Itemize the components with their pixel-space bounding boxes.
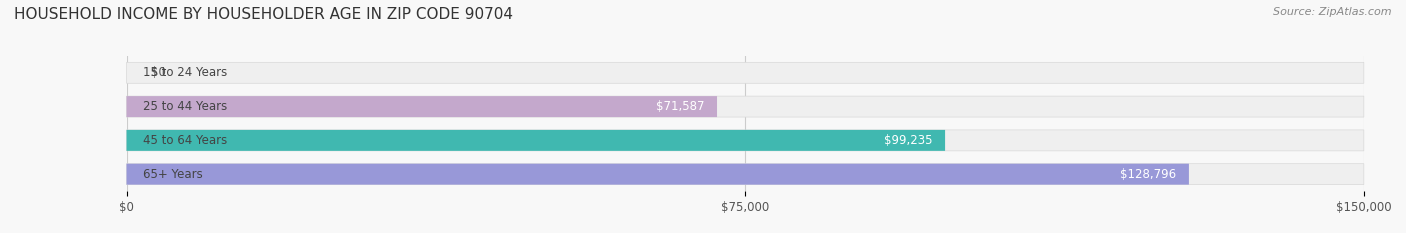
Text: Source: ZipAtlas.com: Source: ZipAtlas.com — [1274, 7, 1392, 17]
Text: 15 to 24 Years: 15 to 24 Years — [143, 66, 228, 79]
FancyBboxPatch shape — [127, 130, 945, 151]
Text: $99,235: $99,235 — [884, 134, 932, 147]
FancyBboxPatch shape — [127, 96, 1364, 117]
Text: $0: $0 — [152, 66, 166, 79]
Text: HOUSEHOLD INCOME BY HOUSEHOLDER AGE IN ZIP CODE 90704: HOUSEHOLD INCOME BY HOUSEHOLDER AGE IN Z… — [14, 7, 513, 22]
Text: $71,587: $71,587 — [657, 100, 704, 113]
FancyBboxPatch shape — [127, 96, 717, 117]
Text: 65+ Years: 65+ Years — [143, 168, 202, 181]
Text: 25 to 44 Years: 25 to 44 Years — [143, 100, 228, 113]
FancyBboxPatch shape — [127, 62, 1364, 83]
FancyBboxPatch shape — [127, 130, 1364, 151]
FancyBboxPatch shape — [127, 164, 1189, 185]
FancyBboxPatch shape — [127, 164, 1364, 185]
Text: 45 to 64 Years: 45 to 64 Years — [143, 134, 228, 147]
Text: $128,796: $128,796 — [1121, 168, 1177, 181]
